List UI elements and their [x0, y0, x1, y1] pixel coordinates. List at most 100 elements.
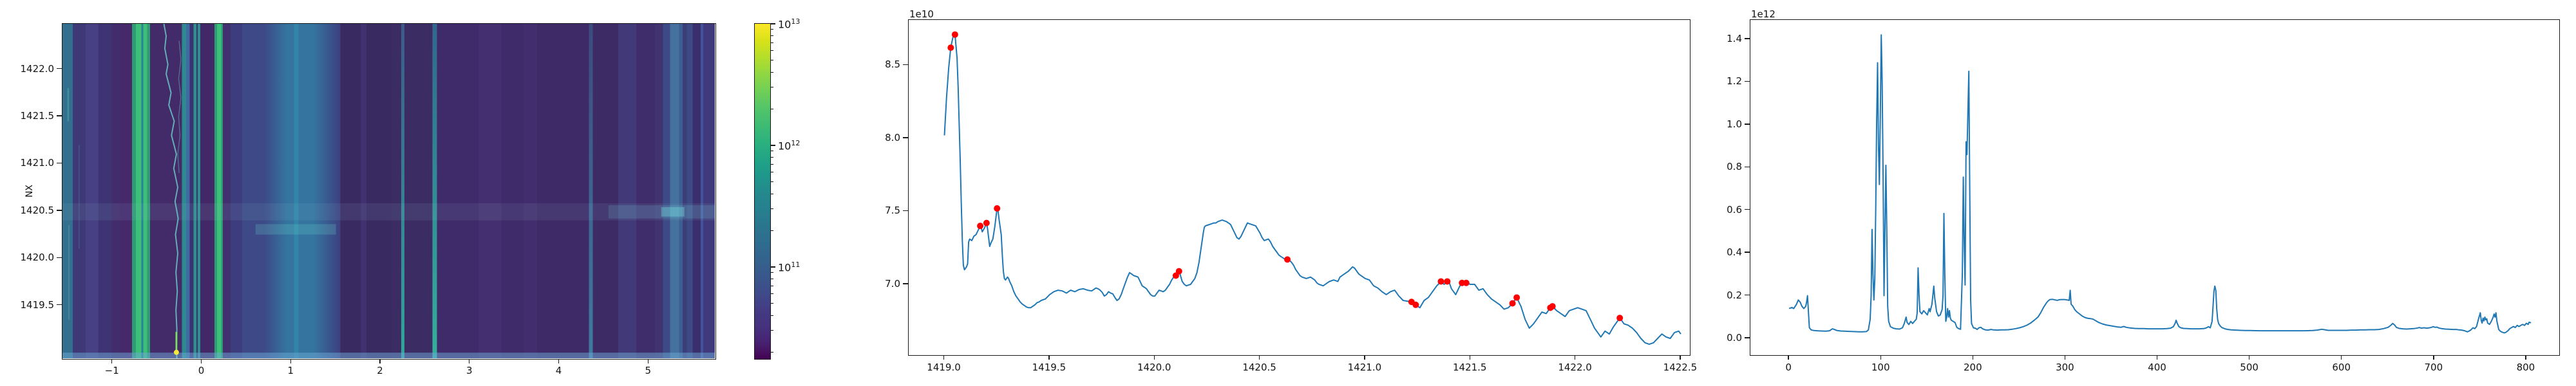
x-tick-mark: [290, 359, 291, 363]
heatmap-horizontal-band: [608, 205, 715, 219]
heatmap-stripe: [287, 24, 314, 358]
heatmap-stripe: [361, 24, 366, 358]
y-tick-label: 1419.5: [20, 299, 55, 311]
y-tick-label: 8.0: [885, 131, 900, 143]
x-tick-label: 800: [2516, 362, 2535, 373]
heatmap-stripe: [242, 24, 265, 358]
colorbar-minor-tick: [771, 42, 773, 43]
heatmap-stripe: [294, 24, 299, 358]
heatmap-stripe: [214, 24, 218, 358]
x-tick-label: 1420.5: [1242, 362, 1276, 373]
heatmap-horizontal-band: [255, 224, 336, 235]
heatmap-trace: [177, 41, 182, 174]
heatmap-stripe: [98, 24, 112, 358]
heatmap-stripe: [147, 24, 150, 358]
heatmap-stripe: [141, 24, 144, 358]
heatmap-stripe: [670, 24, 679, 358]
x-tick-label: 1421.5: [1452, 362, 1487, 373]
heatmap-stripe: [703, 24, 715, 358]
colorbar-minor-tick: [771, 71, 773, 73]
colorbar: [754, 23, 771, 360]
colorbar-minor-tick: [771, 156, 773, 158]
heatmap-horizontal-band: [62, 203, 715, 221]
heatmap-stripe: [189, 24, 194, 358]
y-tick-label: 8.5: [885, 59, 900, 71]
x-tick-mark: [1880, 355, 1881, 360]
heatmap-stripe: [401, 24, 404, 358]
x-tick-label: 200: [1963, 362, 1982, 373]
x-tick-label: 100: [1871, 362, 1890, 373]
x-tick-mark: [2433, 355, 2434, 360]
heatmap-stripe: [264, 24, 287, 358]
heatmap-stripe: [501, 24, 524, 358]
heatmap-stripe: [432, 24, 437, 358]
x-tick-mark: [379, 359, 381, 363]
x-tick-label: 600: [2332, 362, 2351, 373]
peak-marker: [947, 44, 954, 51]
heatmap-stripe: [132, 24, 136, 358]
peak-marker: [1616, 315, 1624, 322]
y-tick-mark: [57, 115, 62, 116]
heatmap-stripe: [120, 24, 133, 358]
middle-line: [943, 33, 1681, 345]
peak-marker: [994, 205, 1001, 212]
colorbar-minor-tick: [771, 315, 773, 316]
peak-marker: [1549, 303, 1556, 310]
x-tick-label: 700: [2424, 362, 2443, 373]
x-tick-label: 5: [645, 365, 652, 376]
heatmap-trace-end-dot: [173, 349, 179, 355]
x-tick-mark: [558, 359, 560, 363]
peak-marker: [977, 223, 984, 230]
y-tick-mark: [903, 137, 908, 138]
heatmap-stripe: [185, 24, 190, 358]
heatmap-stripe: [536, 24, 589, 358]
heatmap-trace: [163, 24, 179, 358]
heatmap-horizontal-band: [661, 207, 685, 217]
x-tick-label: 0: [198, 365, 205, 376]
y-tick-mark: [1745, 38, 1750, 39]
heatmap-trace-end-streak: [175, 331, 178, 353]
x-tick-label: 3: [466, 365, 473, 376]
offset-label-1e10: 1e10: [909, 8, 934, 20]
colorbar-minor-tick: [771, 303, 773, 304]
x-tick-mark: [1153, 355, 1155, 360]
y-tick-label: 7.0: [885, 278, 900, 290]
y-tick-label: 0.6: [1727, 203, 1742, 216]
heatmap-stripe: [524, 24, 537, 358]
x-tick-label: 500: [2240, 362, 2259, 373]
colorbar-minor-tick: [771, 163, 773, 165]
colorbar-minor-tick: [771, 35, 773, 36]
peak-marker: [1175, 268, 1182, 275]
y-tick-label: 1.0: [1727, 118, 1742, 130]
y-tick-mark: [903, 283, 908, 284]
y-tick-mark: [1745, 337, 1750, 338]
x-tick-mark: [2341, 355, 2342, 360]
heatmap-stripe: [692, 24, 701, 358]
heatmap-stripe: [437, 24, 479, 358]
colorbar-major-tick: [771, 23, 775, 24]
y-tick-mark: [57, 257, 62, 258]
peak-marker: [1437, 278, 1444, 285]
heatmap-stripe: [198, 24, 201, 358]
heatmap-stripe: [313, 24, 341, 358]
colorbar-minor-tick: [771, 29, 773, 30]
heatmap-horizontal-band: [62, 353, 715, 358]
offset-label-1e12: 1e12: [1751, 8, 1776, 20]
colorbar-minor-tick: [771, 50, 773, 51]
y-tick-label: 1.2: [1727, 75, 1742, 87]
y-tick-label: 0.0: [1727, 332, 1742, 344]
y-tick-mark: [903, 64, 908, 66]
heatmap-stripe: [404, 24, 433, 358]
heatmap-streak: [68, 225, 70, 320]
heatmap-stripe: [217, 24, 222, 358]
heatmap-stripe: [223, 24, 231, 358]
y-tick-label: 0.4: [1727, 246, 1742, 259]
y-axis-label-nx: NX: [24, 184, 35, 198]
y-tick-mark: [1745, 209, 1750, 210]
x-tick-label: 1422.5: [1663, 362, 1698, 373]
heatmap-stripe: [478, 24, 502, 358]
x-tick-label: 1: [287, 365, 294, 376]
heatmap-image: [62, 24, 715, 358]
x-tick-mark: [943, 355, 945, 360]
